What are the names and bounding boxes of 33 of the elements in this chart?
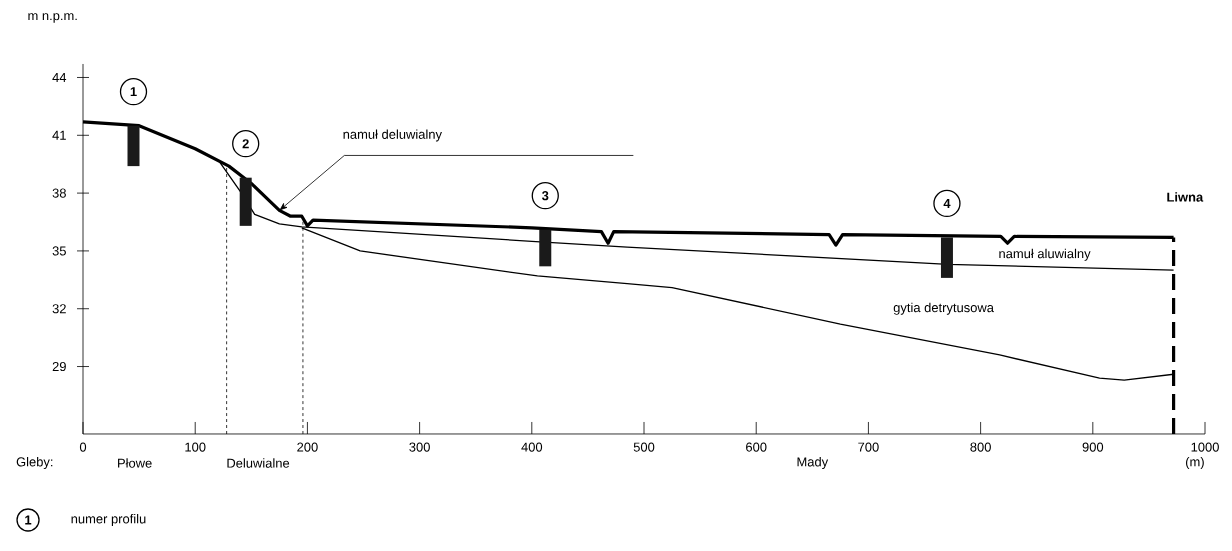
annotation: 4 — [943, 198, 951, 208]
annotation: namuł deluwialny — [343, 129, 442, 142]
y-tick-label: 29 — [52, 361, 66, 372]
x-tick-label: 800 — [970, 442, 991, 452]
annotation: Liwna — [1167, 192, 1204, 202]
text: numer profilu — [71, 513, 146, 527]
y-tick-label: 44 — [52, 73, 67, 82]
x-tick-label: 900 — [1082, 442, 1104, 452]
x-axis-title: (m) — [1186, 456, 1204, 470]
x-tick-label: 0 — [79, 442, 87, 452]
x-tick-label: 500 — [633, 442, 655, 452]
text: Mady — [797, 456, 829, 470]
text: Deluwialne — [227, 458, 290, 468]
y-tick-label: 32 — [52, 304, 66, 314]
x-tick-label: 200 — [297, 442, 318, 452]
annotation: 2 — [242, 139, 249, 149]
x-tick-label: 400 — [521, 442, 543, 452]
x-tick-label: 700 — [858, 442, 879, 452]
text: Gleby: — [16, 456, 53, 470]
y-tick-label: 41 — [52, 130, 66, 140]
x-tick-label: 300 — [409, 442, 430, 452]
text: Płowe — [118, 458, 152, 468]
y-tick-label: 38 — [52, 188, 66, 198]
x-tick-label: 1000 — [1191, 442, 1219, 452]
text: 1 — [25, 515, 32, 525]
x-tick-label: 600 — [746, 442, 767, 452]
annotation: gytia detrytusowa — [893, 302, 994, 315]
x-tick-label: 100 — [185, 442, 206, 452]
annotation: 1 — [130, 87, 137, 97]
annotation: 3 — [541, 191, 549, 201]
y-tick-label: 35 — [52, 246, 66, 256]
y-axis-title: m n.p.m. — [28, 13, 77, 23]
annotation: namuł aluwialny — [999, 248, 1091, 261]
